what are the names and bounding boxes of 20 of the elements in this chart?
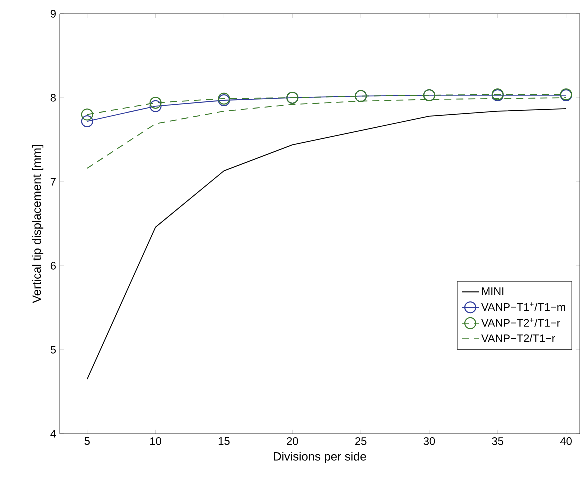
x-tick-label: 40 — [560, 438, 572, 446]
y-tick-label: 6 — [50, 262, 56, 270]
y-tick-label: 7 — [50, 178, 56, 186]
x-tick-label: 15 — [218, 438, 230, 446]
y-tick-label: 9 — [50, 10, 56, 18]
legend-label: VANP−T2/T1−r — [482, 334, 556, 342]
x-axis-title: Divisions per side — [274, 452, 366, 464]
legend-label: MINI — [482, 288, 504, 296]
x-tick-label: 5 — [84, 438, 90, 446]
x-tick-label: 30 — [424, 438, 436, 446]
y-tick-label: 4 — [50, 430, 56, 438]
x-tick-label: 20 — [287, 438, 298, 446]
y-tick-label: 8 — [50, 94, 56, 102]
legend-label: VANP−T2$^{+}$/T1−r — [482, 318, 560, 327]
y-axis-title: Vertical tip displacement [mm] — [32, 145, 44, 304]
y-tick-label: 5 — [50, 346, 56, 354]
x-tick-label: 25 — [356, 438, 367, 446]
legend-label: VANP−T1$^{+}$/T1−m — [482, 302, 566, 312]
x-tick-label: 35 — [492, 438, 504, 446]
x-tick-label: 10 — [150, 438, 162, 446]
